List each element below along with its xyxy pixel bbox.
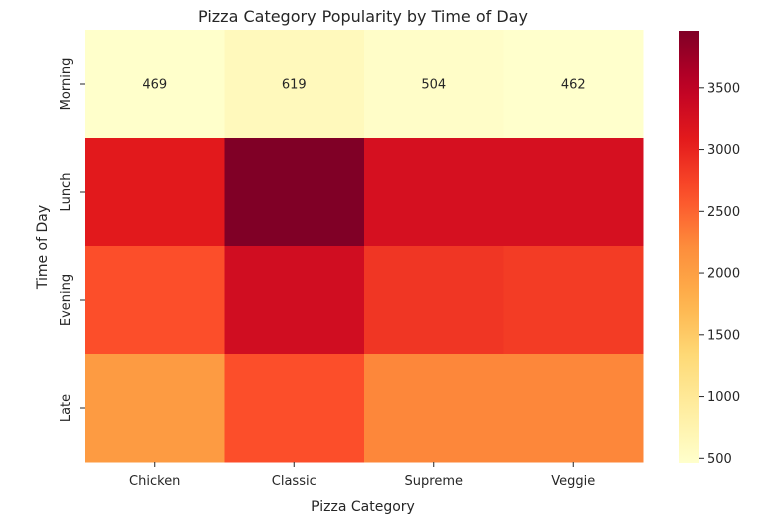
- heatmap-cell: [503, 354, 644, 463]
- x-tick-label: Supreme: [405, 474, 463, 489]
- heatmap-cell: [364, 354, 504, 463]
- heatmap-cell: [85, 138, 225, 247]
- cell-value-label: 469: [142, 78, 167, 93]
- cell-value-label: 619: [282, 78, 307, 93]
- colorbar-tick-label: 1000: [707, 390, 740, 405]
- cell-value-label: 504: [421, 78, 446, 93]
- heatmap-cell: [503, 138, 644, 247]
- heatmap-cell: [224, 30, 365, 139]
- y-axis-label: Time of Day: [35, 205, 51, 290]
- x-tick-label: Chicken: [129, 474, 180, 489]
- heatmap-cell: [224, 138, 365, 247]
- colorbar-tick-label: 3500: [707, 81, 740, 96]
- cell-value-label: 462: [561, 78, 586, 93]
- x-axis-label: Pizza Category: [311, 499, 415, 515]
- colorbar-tick-label: 1500: [707, 328, 740, 343]
- colorbar-tick-label: 2000: [707, 267, 740, 282]
- colorbar-tick-label: 3000: [707, 143, 740, 158]
- y-tick-label: Lunch: [59, 173, 74, 212]
- heatmap-cell: [85, 246, 225, 355]
- x-tick-label: Veggie: [551, 474, 595, 489]
- y-tick-label: Morning: [59, 58, 74, 111]
- heatmap-cell: [85, 30, 225, 139]
- colorbar: 500 1000 1500 2000 2500 3000 3500: [679, 31, 740, 467]
- heatmap-cell: [224, 354, 365, 463]
- heatmap-cell: [364, 30, 504, 139]
- colorbar-tick-label: 2500: [707, 205, 740, 220]
- x-tick-label: Classic: [272, 474, 317, 489]
- heatmap-cells: 469 619 504 462: [85, 30, 644, 463]
- heatmap-cell: [364, 138, 504, 247]
- y-tick-label: Evening: [59, 274, 74, 326]
- heatmap-cell: [503, 246, 644, 355]
- colorbar-tick-label: 500: [707, 452, 732, 467]
- chart-title: Pizza Category Popularity by Time of Day: [198, 7, 528, 26]
- heatmap-cell: [224, 246, 365, 355]
- heatmap-cell: [364, 246, 504, 355]
- x-axis: Chicken Classic Supreme Veggie: [129, 462, 595, 489]
- colorbar-bar: [679, 31, 699, 463]
- y-axis: Morning Lunch Evening Late: [59, 58, 85, 422]
- heatmap-cell: [503, 30, 644, 139]
- heatmap-cell: [85, 354, 225, 463]
- y-tick-label: Late: [59, 394, 74, 422]
